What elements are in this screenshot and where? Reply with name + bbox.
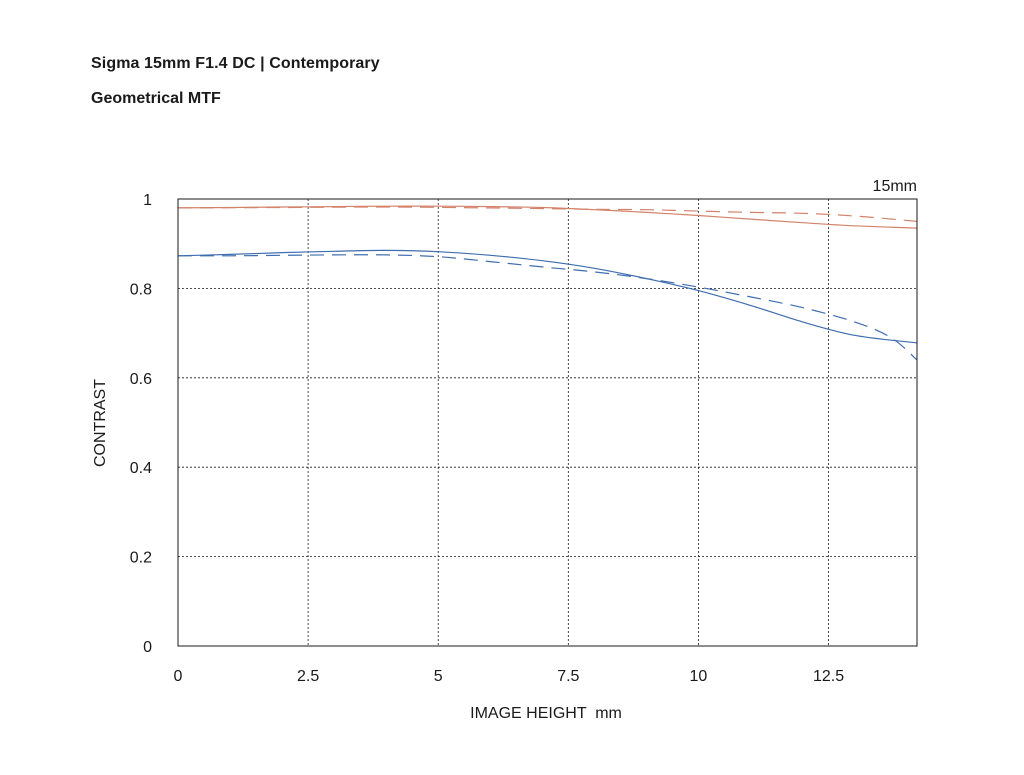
y-tick-label: 0.4: [130, 460, 152, 477]
y-tick-label: 0.6: [130, 371, 152, 388]
series-lines: [177, 205, 918, 361]
y-tick-label: 0: [143, 639, 152, 656]
series-line-4: [178, 254, 918, 361]
x-tick-label: 7.5: [557, 668, 579, 685]
y-tick-label: 1: [143, 192, 152, 209]
focal-length-label: 15mm: [873, 178, 917, 195]
x-tick-label: 5: [434, 668, 443, 685]
series-line-1: [177, 205, 918, 229]
series-line-3: [177, 249, 918, 344]
grid: [178, 199, 917, 646]
x-tick-label: 0: [174, 668, 183, 685]
y-tick-labels: 0 0.2 0.4 0.6 0.8 1: [130, 192, 152, 656]
plot-frame: [177, 198, 918, 647]
y-tick-label: 0.2: [130, 550, 152, 567]
series-line-2: [177, 206, 918, 222]
y-axis-label: CONTRAST: [92, 379, 109, 467]
chart-title: Sigma 15mm F1.4 DC | Contemporary: [91, 55, 380, 72]
chart-subtitle: Geometrical MTF: [91, 90, 221, 107]
y-tick-label: 0.8: [130, 281, 152, 298]
x-tick-label: 2.5: [297, 668, 319, 685]
x-tick-label: 10: [690, 668, 708, 685]
x-tick-label: 12.5: [813, 668, 844, 685]
x-axis-label: IMAGE HEIGHT mm: [470, 705, 622, 722]
x-tick-labels: 0 2.5 5 7.5 10 12.5: [174, 668, 845, 685]
